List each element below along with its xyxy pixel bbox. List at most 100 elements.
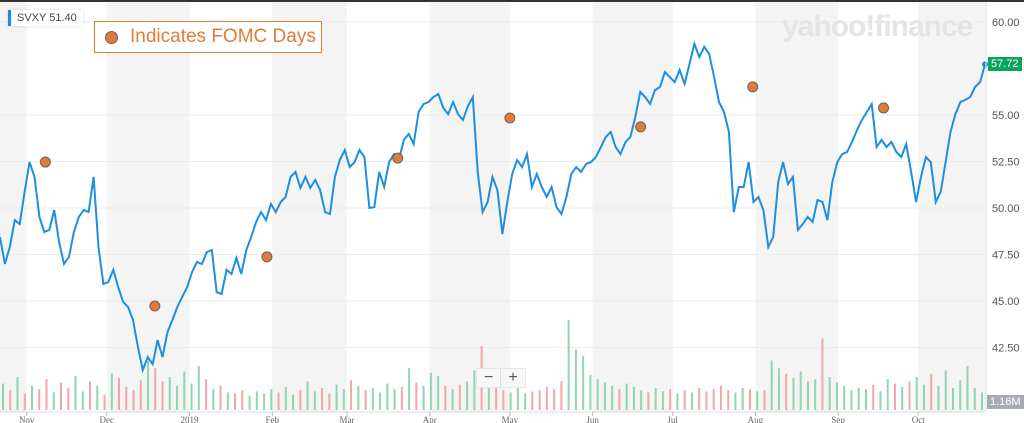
- volume-bar: [444, 385, 447, 410]
- volume-bar: [516, 388, 519, 410]
- volume-bar: [589, 374, 592, 410]
- volume-bar: [248, 395, 251, 410]
- volume-bar: [103, 394, 106, 410]
- y-tick-label: 55.00: [992, 110, 1020, 122]
- volume-bar: [96, 385, 99, 410]
- volume-bar: [654, 388, 657, 410]
- volume-bar: [205, 379, 208, 410]
- volume-bar: [139, 380, 142, 410]
- volume-bar: [147, 360, 150, 410]
- fomc-marker: [261, 251, 273, 263]
- x-tick-label: Sep: [831, 415, 845, 423]
- y-tick-label: 42.50: [992, 343, 1020, 355]
- volume-bar: [879, 391, 882, 410]
- x-tick-label: Jul: [667, 415, 678, 423]
- x-tick-label: Apr: [423, 415, 437, 423]
- volume-bar: [219, 385, 222, 410]
- volume-bar: [487, 379, 490, 410]
- last-price-tag: 57.72: [988, 57, 1022, 71]
- volume-bar: [777, 368, 780, 410]
- volume-bar: [458, 384, 461, 410]
- volume-bar: [690, 392, 693, 410]
- volume-bar: [814, 379, 817, 410]
- volume-bar: [930, 373, 933, 410]
- volume-bar: [821, 338, 824, 410]
- x-tick-label: Mar: [340, 415, 355, 423]
- volume-bar: [835, 382, 838, 410]
- volume-bar: [466, 381, 469, 410]
- volume-bar: [226, 392, 229, 410]
- fomc-marker: [392, 152, 404, 164]
- volume-bar: [582, 356, 585, 410]
- volume-bar: [741, 388, 744, 410]
- volume-bar: [538, 390, 541, 410]
- volume-bar: [973, 388, 976, 410]
- volume-bar: [603, 382, 606, 410]
- volume-tag: 1.16M: [987, 395, 1024, 409]
- volume-bar: [944, 370, 947, 410]
- month-band: [429, 2, 510, 412]
- y-tick-label: 52.50: [992, 157, 1020, 169]
- ticker-label[interactable]: SVXY 51.40: [8, 10, 83, 26]
- volume-bar: [618, 389, 621, 410]
- x-tick-label: May: [502, 415, 519, 423]
- volume-bar: [408, 368, 411, 410]
- volume-bar: [531, 391, 534, 410]
- volume-bar: [277, 392, 280, 410]
- zoom-out-button[interactable]: −: [484, 369, 494, 386]
- ticker-value: 51.40: [49, 12, 77, 24]
- fomc-marker: [149, 300, 161, 312]
- volume-bar: [422, 385, 425, 410]
- volume-bar: [451, 389, 454, 410]
- volume-bar: [31, 385, 34, 410]
- volume-bar: [632, 386, 635, 410]
- zoom-controls: − +: [476, 368, 526, 388]
- volume-bar: [611, 385, 614, 410]
- volume-bar: [864, 389, 867, 410]
- volume-bar: [9, 390, 12, 410]
- fomc-marker-icon: [105, 30, 118, 44]
- volume-bar: [647, 392, 650, 410]
- volume-bar: [669, 389, 672, 410]
- volume-bar: [545, 386, 548, 410]
- volume-bar: [850, 390, 853, 410]
- volume-bar: [45, 379, 48, 410]
- volume-bar: [350, 380, 353, 410]
- volume-bar: [183, 371, 186, 410]
- volume-bar: [872, 384, 875, 410]
- volume-bar: [698, 388, 701, 410]
- volume-bar: [734, 392, 737, 410]
- volume-bar: [342, 389, 345, 410]
- x-tick-label: 2019: [181, 415, 200, 423]
- fomc-marker: [39, 156, 51, 168]
- legend-label: Indicates FOMC Days: [130, 26, 316, 47]
- volume-bar: [495, 383, 498, 410]
- volume-bar: [197, 366, 200, 410]
- volume-bar: [937, 385, 940, 410]
- volume-bar: [60, 382, 63, 410]
- volume-bar: [284, 386, 287, 410]
- price-line: [0, 40, 986, 374]
- volume-bar: [799, 371, 802, 410]
- volume-bar: [415, 382, 418, 410]
- month-band: [272, 2, 348, 412]
- volume-bar: [212, 389, 215, 410]
- volume-bar: [125, 386, 128, 410]
- volume-bar: [161, 381, 164, 410]
- fomc-legend: Indicates FOMC Days: [94, 21, 322, 53]
- x-tick-label: Jun: [586, 415, 599, 423]
- volume-bar: [176, 385, 179, 410]
- volume-bar: [132, 390, 135, 410]
- volume-bar: [959, 380, 962, 410]
- volume-bar: [255, 391, 258, 410]
- volume-bar: [748, 389, 751, 410]
- volume-bar: [81, 391, 84, 410]
- volume-bar: [118, 378, 121, 410]
- zoom-in-button[interactable]: +: [500, 369, 524, 387]
- volume-bar: [502, 390, 505, 410]
- volume-bar: [625, 383, 628, 410]
- volume-bar: [683, 390, 686, 410]
- fomc-marker: [635, 121, 647, 133]
- volume-bar: [74, 375, 77, 410]
